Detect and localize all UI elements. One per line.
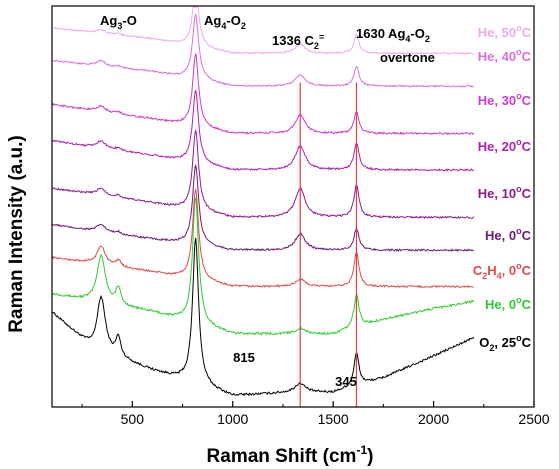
spectrum-he-30 (51, 53, 475, 136)
spectrum-he-0-purple (51, 163, 474, 252)
x-axis-label: Raman Shift (cm-1) (207, 443, 374, 467)
series-labels: O2, 25oC He, 0oC C2H4, 0oC He, 0oC He, 10oC H… (473, 23, 532, 353)
series-label-he-0-purple: He, 0oC (485, 226, 532, 243)
series-label-he-10: He, 10oC (478, 184, 532, 201)
annotation: 1630 Ag4-O2 (356, 26, 430, 44)
spectrum-c2h4-0 (51, 187, 474, 289)
spectrum-he-40 (51, 13, 475, 88)
series-label-he-0-green: He, 0oC (485, 295, 532, 312)
spectrum-o2-25 (52, 237, 475, 397)
spectrum-he-20 (52, 90, 475, 173)
series-label-he-50: He, 50oC (478, 23, 532, 40)
x-tick-label: 1500 (318, 411, 349, 427)
series-label-he-20: He, 20oC (478, 137, 532, 154)
plot-frame (51, 5, 535, 408)
spectrum-he-0-green (51, 197, 475, 336)
series-label-he-40: He, 40oC (478, 47, 532, 64)
series-label-he-30: He, 30oC (478, 91, 532, 108)
annotation: 1336 C2= (272, 32, 324, 51)
annotation: 815 (233, 350, 255, 365)
x-axis-ticks: 500 1000 1500 2000 2500 (81, 401, 550, 427)
x-tick-label: 2000 (418, 411, 449, 427)
annotation: overtone (380, 50, 435, 65)
x-tick-label: 2500 (518, 411, 549, 427)
spectrum-he-10 (51, 128, 475, 220)
annotations: Ag3-O Ag4-O2 1336 C2= 1630 Ag4-O2 overtone 34… (100, 13, 435, 389)
annotation: Ag4-O2 (204, 13, 246, 31)
x-tick-label: 1000 (217, 411, 248, 427)
annotation: 345 (335, 374, 357, 389)
reference-lines (299, 82, 358, 407)
series-label-o2-25: O2, 25oC (479, 333, 531, 353)
spectrum-he-50 (51, 6, 474, 55)
spectra-group (51, 6, 475, 397)
y-axis-label: Raman Intensity (a.u.) (6, 135, 27, 332)
annotation: Ag3-O (100, 13, 137, 31)
series-label-c2h4-0: C2H4, 0oC (473, 261, 532, 281)
x-tick-label: 500 (121, 411, 145, 427)
